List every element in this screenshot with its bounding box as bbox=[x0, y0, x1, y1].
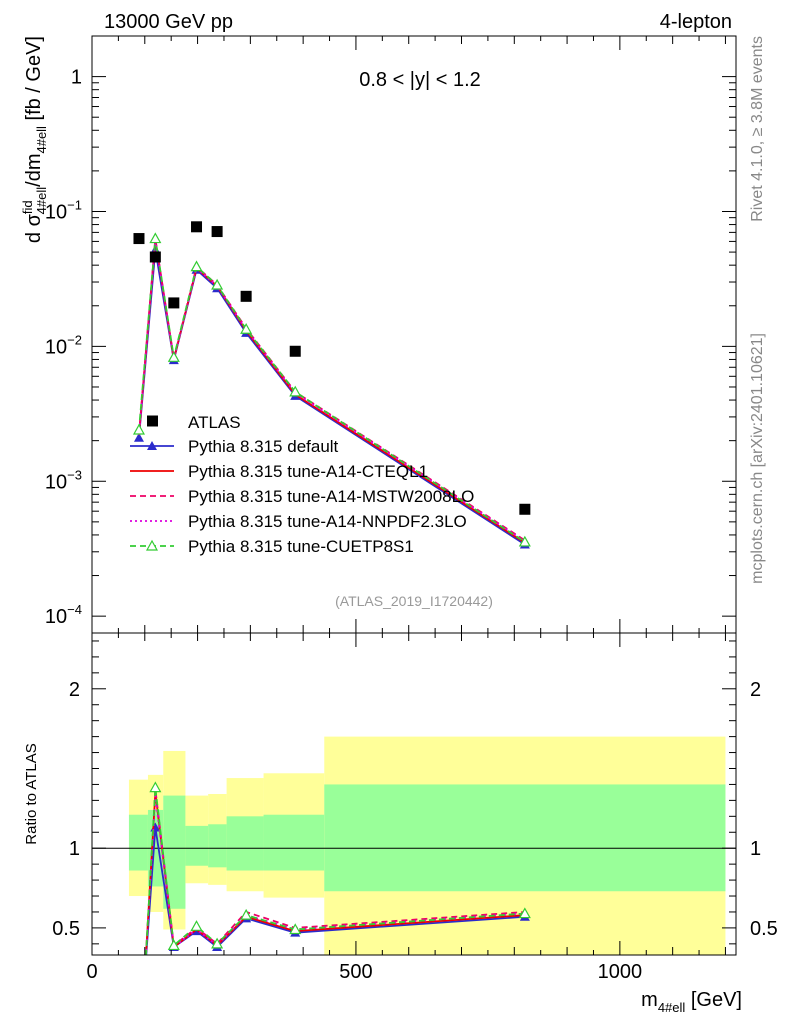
panel-title: 0.8 < |y| < 1.2 bbox=[359, 69, 481, 91]
legend: ATLAS Pythia 8.315 default Pythia 8.315 tu… bbox=[130, 413, 474, 556]
ratio-y-tick-label-left: 0.5 bbox=[52, 918, 80, 940]
series-marker bbox=[289, 385, 302, 397]
y-tick-base: 10 bbox=[45, 606, 67, 628]
ratio-y-axis-label: Ratio to ATLAS bbox=[23, 743, 40, 844]
main-series-group bbox=[132, 232, 531, 549]
ratio-marker bbox=[167, 939, 180, 951]
xlabel-unit: [GeV] bbox=[685, 989, 742, 1011]
source-label: mcplots.cern.ch [arXiv:2401.10621] bbox=[749, 333, 766, 584]
ratio-series-line bbox=[145, 827, 525, 955]
y-tick-label: 10−4 bbox=[45, 602, 82, 628]
x-tick-label: 0 bbox=[86, 961, 97, 983]
legend-label: Pythia 8.315 tune-A14-CTEQL1 bbox=[188, 462, 428, 481]
ratio-marker bbox=[190, 920, 203, 931]
atlas-data-point bbox=[149, 251, 161, 263]
main-y-axis-label: d σfid4#ell/dm4#ell [fb / GeV] bbox=[20, 36, 49, 243]
ylabel-dm: /dm bbox=[23, 154, 45, 187]
ylabel-sub: 4#ell bbox=[34, 187, 49, 215]
series-marker bbox=[167, 351, 180, 362]
ratio-marker bbox=[289, 923, 302, 935]
atlas-data-point bbox=[191, 221, 203, 233]
atlas-data-point bbox=[133, 233, 145, 245]
legend-label: Pythia 8.315 tune-CUETP8S1 bbox=[188, 537, 414, 556]
process-label: 4-lepton bbox=[660, 11, 732, 33]
y-tick-label: 10−3 bbox=[45, 467, 82, 493]
series-marker bbox=[518, 535, 531, 547]
ratio-band-green bbox=[324, 784, 726, 892]
ratio-band-green bbox=[185, 825, 209, 866]
ratio-panel: 0.5 0.5 1 1 2 2 0 500 1000 Ratio to ATLAS m4#ell… bbox=[23, 632, 778, 1015]
xlabel-sub: 4#ell bbox=[658, 1000, 686, 1015]
ratio-tick-labels: 0.5 0.5 1 1 2 2 0 500 1000 bbox=[52, 679, 778, 983]
energy-label: 13000 GeV pp bbox=[104, 11, 233, 33]
ylabel-sub2: 4#ell bbox=[34, 126, 49, 154]
x-axis-label: m4#ell [GeV] bbox=[641, 989, 742, 1015]
legend-label: Pythia 8.315 default bbox=[188, 437, 339, 456]
atlas-data-point bbox=[240, 290, 252, 302]
ratio-marker bbox=[211, 937, 224, 949]
atlas-data-point bbox=[519, 503, 531, 515]
ratio-y-tick-label-right: 2 bbox=[750, 679, 761, 701]
xlabel-m: m bbox=[641, 989, 658, 1011]
legend-atlas-marker bbox=[147, 415, 158, 427]
y-tick-base: 10 bbox=[45, 336, 67, 358]
series-marker bbox=[240, 322, 253, 334]
ratio-band-green bbox=[263, 814, 325, 871]
ratio-band-green bbox=[226, 816, 264, 871]
ratio-band-green bbox=[163, 795, 186, 909]
main-ytick-labels: 110−110−210−310−4 bbox=[45, 67, 82, 629]
ratio-marker bbox=[518, 907, 531, 919]
x-tick-label: 1000 bbox=[598, 961, 643, 983]
watermark-label: (ATLAS_2019_I1720442) bbox=[335, 593, 493, 609]
legend-label: Pythia 8.315 tune-A14-MSTW2008LO bbox=[188, 487, 474, 506]
main-data-group bbox=[133, 221, 531, 515]
ratio-band-green bbox=[128, 814, 148, 871]
legend-marker bbox=[145, 539, 159, 551]
y-tick-label: 10−2 bbox=[45, 332, 82, 358]
y-tick-label: 10−1 bbox=[45, 197, 82, 223]
ratio-marker bbox=[240, 908, 253, 920]
ylabel-sigma: d σ bbox=[23, 213, 45, 243]
series-marker bbox=[132, 423, 146, 435]
ratio-marker bbox=[149, 781, 162, 793]
ratio-series-group bbox=[145, 781, 531, 955]
x-tick-label: 500 bbox=[339, 961, 372, 983]
legend-label: Pythia 8.315 tune-A14-NNPDF2.3LO bbox=[188, 512, 467, 531]
ratio-ticks bbox=[91, 633, 736, 955]
ratio-frame bbox=[91, 632, 737, 956]
y-tick-base: 10 bbox=[45, 201, 67, 223]
y-tick-base: 1 bbox=[71, 67, 82, 89]
series-marker bbox=[211, 278, 224, 290]
series-line bbox=[138, 249, 526, 546]
atlas-data-point bbox=[289, 345, 301, 357]
series-marker bbox=[190, 260, 203, 272]
main-panel: 0.8 < |y| < 1.2 (ATLAS_2019_I1720442) 1 1… bbox=[20, 35, 737, 634]
ylabel-unit: [fb / GeV] bbox=[23, 36, 45, 126]
y-tick-exponent: −4 bbox=[67, 602, 82, 617]
y-tick-label: 1 bbox=[71, 67, 82, 89]
ratio-series-line bbox=[145, 787, 525, 955]
ratio-y-tick-label-right: 1 bbox=[750, 838, 761, 860]
y-tick-base: 10 bbox=[45, 471, 67, 493]
atlas-data-point bbox=[211, 226, 223, 238]
y-tick-exponent: −2 bbox=[67, 332, 82, 347]
y-tick-exponent: −1 bbox=[67, 197, 82, 212]
series-marker bbox=[133, 432, 144, 442]
ratio-bands bbox=[92, 736, 736, 955]
atlas-data-point bbox=[168, 297, 180, 309]
ratio-y-tick-label-left: 1 bbox=[69, 838, 80, 860]
ratio-y-tick-label-right: 0.5 bbox=[750, 918, 778, 940]
rivet-label: Rivet 4.1.0, ≥ 3.8M events bbox=[749, 36, 766, 222]
y-tick-exponent: −3 bbox=[67, 467, 82, 482]
legend-atlas-label: ATLAS bbox=[188, 413, 241, 432]
ylabel-sup: fid bbox=[20, 200, 35, 214]
series-marker bbox=[149, 232, 162, 244]
ratio-y-tick-label-left: 2 bbox=[69, 679, 80, 701]
legend-marker bbox=[147, 441, 157, 450]
ratio-band-green bbox=[208, 824, 227, 868]
